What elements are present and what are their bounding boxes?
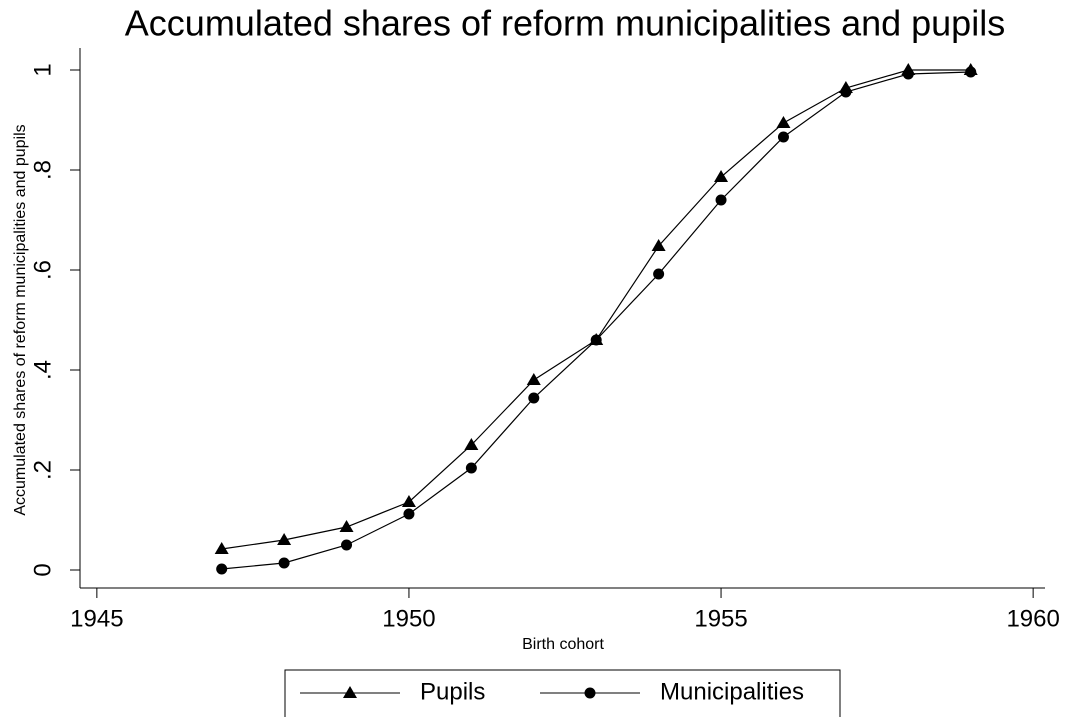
legend-label: Pupils xyxy=(420,678,485,705)
x-tick-label: 1955 xyxy=(694,605,747,632)
data-point xyxy=(590,334,602,346)
data-point xyxy=(464,438,479,450)
data-point xyxy=(651,239,666,251)
data-point xyxy=(341,539,353,551)
data-point xyxy=(965,66,977,78)
x-axis-label: Birth cohort xyxy=(522,636,604,653)
data-point xyxy=(902,68,914,80)
y-tick-label: 1 xyxy=(29,63,56,76)
data-point xyxy=(277,533,292,545)
data-point xyxy=(214,542,229,554)
data-point xyxy=(526,373,541,385)
x-tick-label: 1950 xyxy=(382,605,435,632)
y-tick-label: .2 xyxy=(29,460,56,480)
legend-marker xyxy=(584,687,596,699)
data-point xyxy=(339,520,354,532)
data-point xyxy=(216,563,228,575)
data-point xyxy=(278,557,290,569)
legend-box xyxy=(284,669,841,717)
data-point xyxy=(403,508,415,520)
chart-title: Accumulated shares of reform municipalit… xyxy=(125,3,1005,44)
data-point xyxy=(776,116,791,128)
data-point xyxy=(401,495,416,507)
data-point xyxy=(528,392,540,404)
data-point xyxy=(777,131,789,143)
y-tick-label: .6 xyxy=(29,260,56,280)
y-axis-label: Accumulated shares of reform municipalit… xyxy=(12,124,29,515)
series-line xyxy=(221,71,971,570)
legend-label: Municipalities xyxy=(660,678,804,705)
data-point xyxy=(653,268,665,280)
x-tick-label: 1945 xyxy=(70,605,123,632)
legend-marker xyxy=(343,686,357,698)
data-point xyxy=(715,194,727,206)
data-point xyxy=(714,170,729,182)
y-tick-label: .4 xyxy=(29,360,56,380)
y-tick-label: .8 xyxy=(29,160,56,180)
y-tick-label: 0 xyxy=(29,563,56,576)
data-point xyxy=(465,462,477,474)
x-tick-label: 1960 xyxy=(1006,605,1059,632)
series-line xyxy=(221,69,971,550)
data-point xyxy=(840,86,852,98)
